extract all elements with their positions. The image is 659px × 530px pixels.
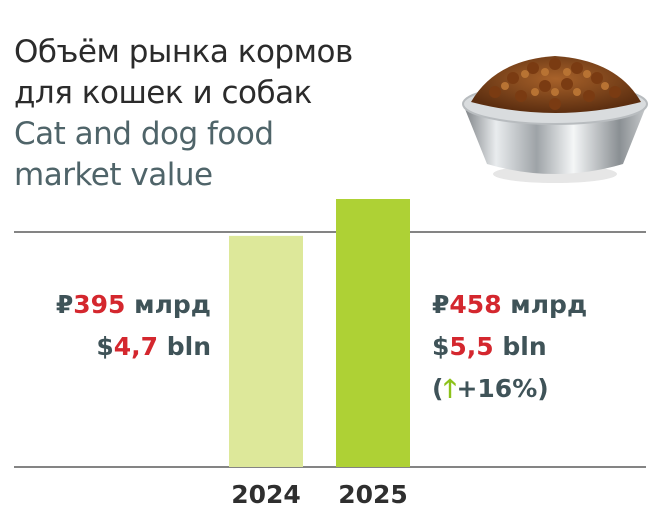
usd-value: 5,5 <box>449 332 494 361</box>
arrow-up-icon: 🡑 <box>443 374 457 403</box>
usd-unit: bln <box>158 332 211 361</box>
value-usd-2024: $4,7 bln <box>56 326 211 368</box>
rub-unit: млрд <box>501 290 588 319</box>
rub-symbol: ₽ <box>432 290 450 319</box>
value-rub-2024: ₽395 млрд <box>56 284 211 326</box>
usd-symbol: $ <box>432 332 450 361</box>
bar-2024 <box>229 235 303 467</box>
tick-label-2025: 2025 <box>338 480 408 509</box>
rub-symbol: ₽ <box>55 290 74 319</box>
bar-2025 <box>336 199 410 467</box>
rub-value: 395 <box>73 290 126 319</box>
change-label-2025: (🡑+16%) <box>432 368 587 410</box>
title-ru-line1: Объём рынка кормов <box>14 34 353 70</box>
rub-value: 458 <box>449 290 502 319</box>
value-rub-2025: ₽458 млрд <box>432 284 587 326</box>
change-text: +16%) <box>456 374 549 403</box>
value-label-2025: ₽458 млрд $5,5 bln (🡑+16%) <box>432 284 587 410</box>
bars-group <box>229 199 410 467</box>
usd-symbol: $ <box>96 332 114 361</box>
tick-label-2024: 2024 <box>231 480 301 509</box>
chart-title: Объём рынка кормов для кошек и собак Cat… <box>14 32 434 196</box>
rub-unit: млрд <box>125 290 211 319</box>
value-usd-2025: $5,5 bln <box>432 326 587 368</box>
title-ru-line2: для кошек и собак <box>14 75 312 111</box>
usd-value: 4,7 <box>113 332 159 361</box>
usd-unit: bln <box>493 332 547 361</box>
title-en-line1: Cat and dog food <box>14 116 274 152</box>
change-open: ( <box>432 374 444 403</box>
pet-food-bowl-icon <box>462 56 648 183</box>
value-label-2024: ₽395 млрд $4,7 bln <box>56 284 211 368</box>
title-en-line2: market value <box>14 157 213 193</box>
